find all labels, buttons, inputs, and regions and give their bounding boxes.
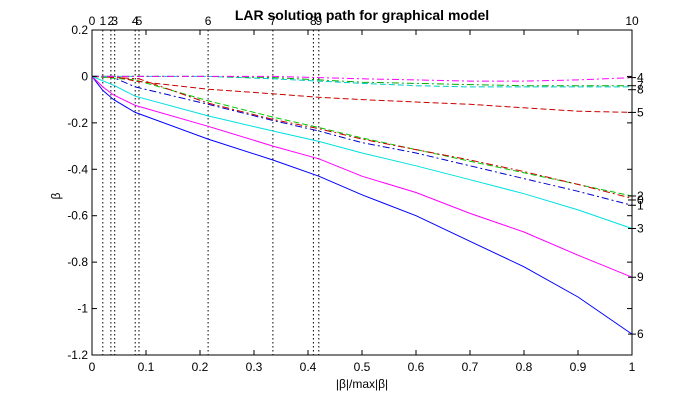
series-end-label: 8: [637, 83, 644, 97]
x-tick-label: 1: [629, 360, 636, 374]
x-tick-label: 0.8: [516, 360, 533, 374]
step-label: 0: [89, 14, 96, 28]
x-axis-label: |β|/max|β|: [336, 377, 388, 391]
y-axis-label: β: [49, 192, 63, 199]
step-label: 1: [99, 14, 106, 28]
x-axis-ticks: 0 0.1 0.2 0.3 0.4 0.5 0.6 0.7 0.8 0.9 1: [89, 30, 636, 374]
x-tick-label: 0.3: [246, 360, 263, 374]
step-label: 3: [111, 14, 118, 28]
step-label: 10: [625, 14, 639, 28]
series-line-2: [91, 75, 633, 197]
step-label: 2: [108, 14, 115, 28]
step-label: 8: [310, 14, 317, 28]
step-lines: 0 1 23 45 6 7 89 10: [89, 14, 639, 355]
x-tick-label: 0: [89, 360, 96, 374]
x-tick-label: 0.9: [570, 360, 587, 374]
x-tick-label: 0.4: [300, 360, 317, 374]
x-tick-label: 0.6: [408, 360, 425, 374]
y-tick-label: -1: [77, 302, 88, 316]
step-label: 7: [270, 14, 277, 28]
series-end-labels: 478 5 201 3 9 6: [628, 71, 644, 341]
series-lines: [91, 75, 633, 335]
series-line-9: [91, 76, 633, 278]
series-end-label: 5: [637, 105, 644, 119]
series-end-label: 0: [637, 193, 644, 207]
series-line-1: [92, 75, 633, 206]
series-line-0: [91, 75, 633, 199]
step-label: 6: [205, 14, 212, 28]
series-end-label: 2: [637, 189, 644, 203]
y-tick-label: 0.2: [71, 23, 88, 37]
series-line-6: [91, 76, 633, 335]
plot-area: [91, 29, 633, 356]
y-tick-label: -0.8: [67, 255, 88, 269]
series-line-3: [91, 75, 633, 229]
y-tick-label: -0.2: [67, 116, 88, 130]
x-tick-label: 0.2: [192, 360, 209, 374]
series-end-label: 7: [637, 79, 644, 93]
step-label: 9: [315, 14, 322, 28]
step-label: 5: [136, 14, 143, 28]
series-end-label: 4: [637, 71, 644, 85]
y-axis-ticks: 0.2 0 -0.2 -0.4 -0.6 -0.8 -1 -1.2: [67, 23, 632, 362]
x-tick-label: 0.7: [462, 360, 479, 374]
series-end-label: 3: [637, 221, 644, 235]
y-tick-label: -0.4: [67, 162, 88, 176]
y-tick-label: -0.6: [67, 209, 88, 223]
y-tick-label: -1.2: [67, 348, 88, 362]
series-line-8: [92, 75, 632, 88]
series-line-5: [92, 75, 633, 113]
series-end-label: 9: [637, 270, 644, 284]
y-tick-label: 0: [81, 69, 88, 83]
x-tick-label: 0.1: [138, 360, 155, 374]
series-end-label: 6: [637, 327, 644, 341]
step-label: 4: [132, 14, 139, 28]
chart-title: LAR solution path for graphical model: [235, 7, 489, 23]
series-end-label: 1: [637, 198, 644, 212]
x-tick-label: 0.5: [354, 360, 371, 374]
